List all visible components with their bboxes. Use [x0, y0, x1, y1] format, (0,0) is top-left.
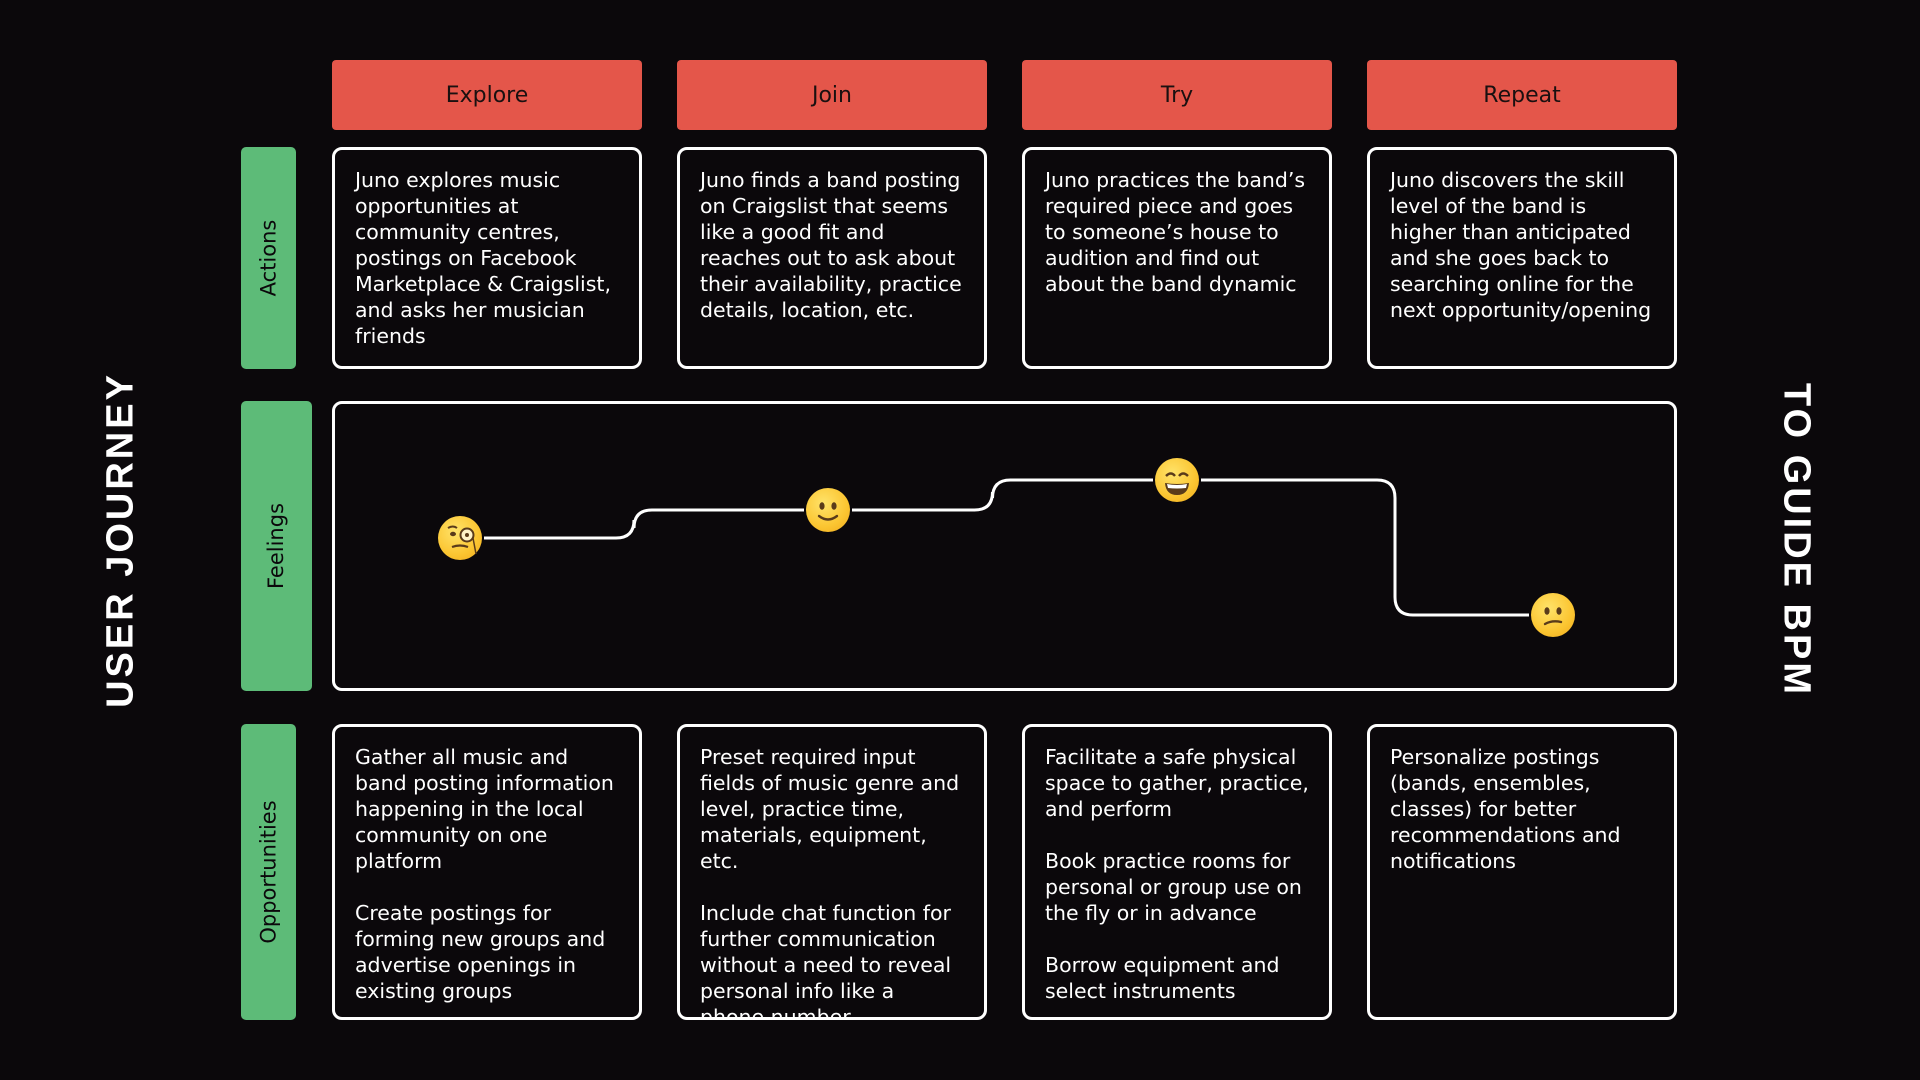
- stage-join: Join: [677, 60, 987, 130]
- stage-explore: Explore: [332, 60, 642, 130]
- feelings-line-svg: [484, 478, 1529, 617]
- opportunity-card-try: Facilitate a safe physical space to gath…: [1022, 724, 1332, 1020]
- grinning-face-icon: [1155, 458, 1199, 502]
- stage-try: Try: [1022, 60, 1332, 130]
- slightly-smiling-face-icon: [806, 488, 850, 532]
- guide-bpm-title: TO GUIDE BPM: [1775, 383, 1818, 697]
- stage-repeat: Repeat: [1367, 60, 1677, 130]
- row-label-opportunities-text: Opportunities: [256, 800, 281, 944]
- row-label-actions: Actions: [241, 147, 296, 369]
- action-card-join: Juno finds a band posting on Craigslist …: [677, 147, 987, 369]
- action-card-try: Juno practices the band’s required piece…: [1022, 147, 1332, 369]
- feelings-line: [484, 478, 1529, 617]
- opportunity-card-join: Preset required input fields of music ge…: [677, 724, 987, 1020]
- row-label-feelings: Feelings: [241, 401, 312, 691]
- row-label-actions-text: Actions: [256, 219, 281, 297]
- row-label-opportunities: Opportunities: [241, 724, 296, 1020]
- confused-face-icon: [1531, 593, 1575, 637]
- user-journey-title: USER JOURNEY: [99, 372, 142, 708]
- action-card-repeat: Juno discovers the skill level of the ba…: [1367, 147, 1677, 369]
- action-card-explore: Juno explores music opportunities at com…: [332, 147, 642, 369]
- opportunity-card-explore: Gather all music and band posting inform…: [332, 724, 642, 1020]
- opportunity-card-repeat: Personalize postings (bands, ensembles, …: [1367, 724, 1677, 1020]
- row-label-feelings-text: Feelings: [264, 502, 289, 590]
- monocle-face-icon: [438, 516, 482, 560]
- feelings-chart: [332, 401, 1677, 691]
